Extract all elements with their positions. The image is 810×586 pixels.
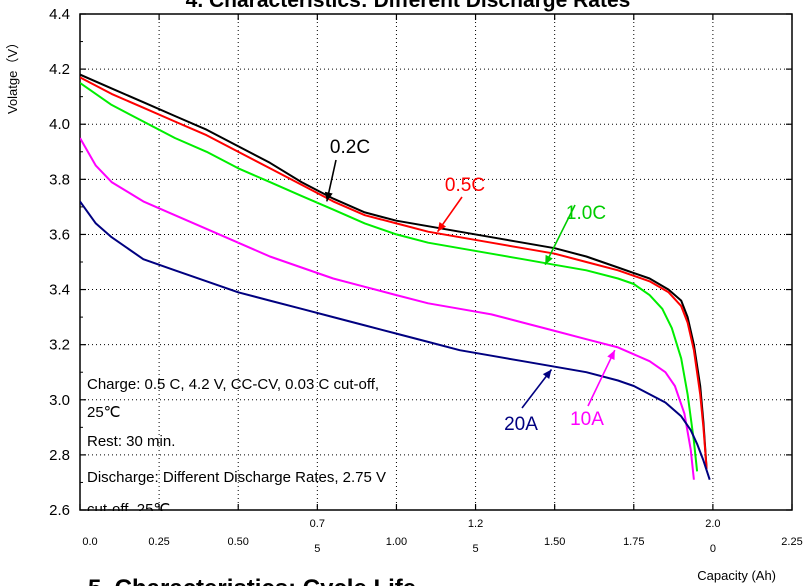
x-axis-label: Capacity (Ah) [697, 568, 776, 583]
y-tick-label: 4.4 [49, 6, 70, 23]
annotation-label: 10A [570, 409, 604, 430]
x-tick-label: 0.7 5 [310, 518, 325, 555]
x-tick-label: 2.0 0 [705, 518, 720, 555]
y-tick-label: 4.2 [49, 61, 70, 78]
series-line-0-2c [80, 73, 708, 469]
y-tick-label: 3.6 [49, 226, 70, 243]
annotation-label: 20A [504, 414, 538, 435]
annotation-label: 0.2C [330, 137, 370, 158]
condition-note: Charge: 0.5 C, 4.2 V, CC-CV, 0.03 C cut-… [87, 376, 379, 393]
y-axis-label: Volatge（V） [5, 36, 20, 114]
annotation-label: 1.0C [566, 203, 606, 224]
x-tick-label: 0.0 [82, 536, 97, 548]
x-tick-label: 1.75 [623, 536, 644, 548]
condition-note: Discharge: Different Discharge Rates, 2.… [87, 469, 386, 486]
condition-note: cut-off, 25℃ [87, 501, 170, 518]
y-tick-label: 2.6 [49, 502, 70, 519]
series-line-1-0c [80, 82, 699, 472]
series-line-0-5c [80, 76, 708, 469]
annotation-10a: 10A [570, 349, 616, 430]
x-tick-label: 1.00 [386, 536, 407, 548]
series-line-20a [80, 200, 711, 481]
annotation-label: 0.5C [445, 175, 485, 196]
plot-frame [79, 13, 793, 511]
condition-note: 25℃ [87, 404, 121, 421]
y-tick-label: 3.4 [49, 282, 70, 299]
y-tick-label: 3.0 [49, 392, 70, 409]
annotation-0-2c: 0.2C [324, 137, 370, 202]
x-tick-label: 1.2 5 [468, 518, 483, 555]
annotation-0-5c: 0.5C [436, 175, 485, 233]
y-tick-label: 3.8 [49, 171, 70, 188]
x-tick-label: 2.25 [781, 536, 802, 548]
x-tick-label: 1.50 [544, 536, 565, 548]
y-tick-label: 4.0 [49, 116, 70, 133]
chart-title: 4. Characteristics: Different Discharge … [186, 0, 631, 12]
y-tick-label: 2.8 [49, 447, 70, 464]
annotation-20a: 20A [504, 368, 553, 435]
condition-note: Rest: 30 min. [87, 433, 175, 450]
annotation-1-0c: 1.0C [544, 203, 606, 266]
x-tick-label: 0.50 [228, 536, 249, 548]
next-section-heading: 5. Characteristics: Cycle Life [88, 575, 416, 586]
series-line-10a [80, 137, 695, 480]
x-tick-label: 0.25 [148, 536, 169, 548]
y-tick-label: 3.2 [49, 337, 70, 354]
